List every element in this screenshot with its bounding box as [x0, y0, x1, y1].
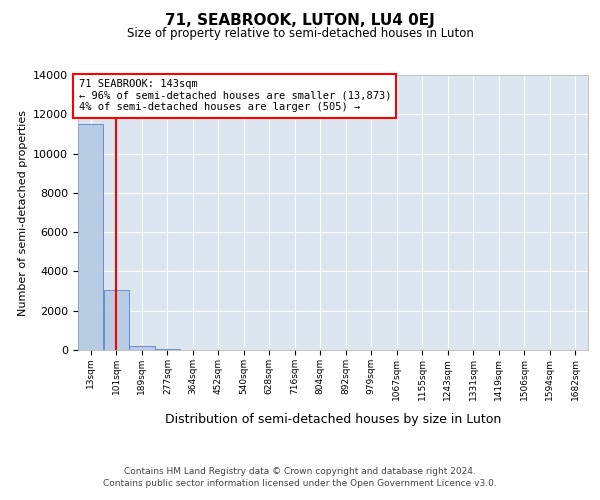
Bar: [78, 124, 103, 350]
Text: Contains HM Land Registry data © Crown copyright and database right 2024.: Contains HM Land Registry data © Crown c…: [124, 468, 476, 476]
Text: 71 SEABROOK: 143sqm
← 96% of semi-detached houses are smaller (13,873)
4% of sem: 71 SEABROOK: 143sqm ← 96% of semi-detach…: [79, 79, 391, 112]
Bar: [155, 349, 180, 350]
Y-axis label: Number of semi-detached properties: Number of semi-detached properties: [17, 110, 28, 316]
Bar: [104, 290, 129, 350]
Text: Distribution of semi-detached houses by size in Luton: Distribution of semi-detached houses by …: [165, 412, 501, 426]
Text: Size of property relative to semi-detached houses in Luton: Size of property relative to semi-detach…: [127, 28, 473, 40]
Bar: [129, 346, 155, 350]
Text: Contains public sector information licensed under the Open Government Licence v3: Contains public sector information licen…: [103, 479, 497, 488]
Text: 71, SEABROOK, LUTON, LU4 0EJ: 71, SEABROOK, LUTON, LU4 0EJ: [165, 12, 435, 28]
